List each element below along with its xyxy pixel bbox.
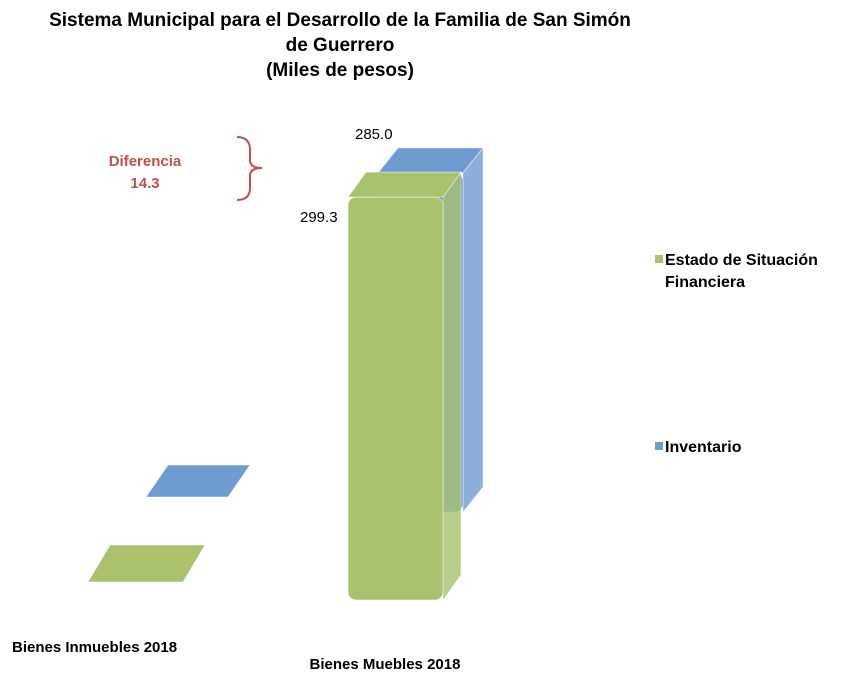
legend-marker [655,255,663,263]
chart-subtitle: (Miles de pesos) [266,60,414,81]
bar-top [145,464,251,498]
value-label: 299.3 [300,209,338,226]
legend-label: Estado de Situación Financiera [665,252,818,291]
x-tick-label: Bienes Inmuebles 2018 [12,639,177,656]
bar-front [347,196,444,601]
bar-top [347,171,462,198]
bar [87,544,206,583]
bar [347,170,462,602]
chart-title: Sistema Municipal para el Desarrollo de … [49,10,631,56]
annotation-value: 14.3 [130,175,159,192]
bar-side [462,146,484,514]
chart-title-block: Sistema Municipal para el Desarrollo de … [40,8,640,83]
legend-label: Inventario [665,439,742,456]
bar [145,464,251,498]
x-tick-label: Bienes Muebles 2018 [310,656,461,673]
value-label: 285.0 [355,126,393,143]
legend-marker [655,442,663,450]
annotation-text: Diferencia [109,153,182,170]
bar-top [87,544,206,583]
bar-side [442,170,462,602]
difference-brace [236,136,263,201]
